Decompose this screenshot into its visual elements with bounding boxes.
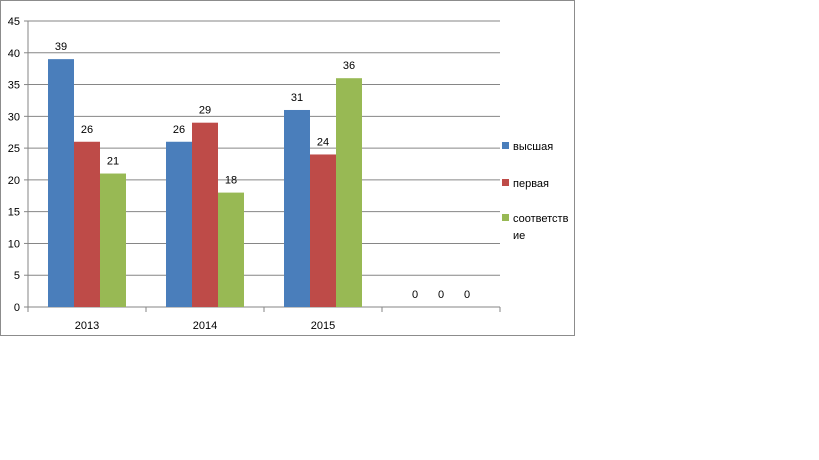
y-tick-label: 30: [8, 111, 20, 123]
legend-swatch: [502, 214, 509, 221]
data-label: 26: [173, 124, 185, 136]
legend-label: ие: [513, 230, 525, 242]
x-tick-label: 2014: [193, 320, 217, 332]
legend-label: высшая: [513, 141, 553, 153]
y-tick-label: 15: [8, 207, 20, 219]
data-label: 21: [107, 156, 119, 168]
data-label: 18: [225, 175, 237, 187]
x-tick-label: 2015: [311, 320, 335, 332]
legend-swatch: [502, 179, 509, 186]
bar: [74, 141, 100, 307]
bar: [192, 122, 218, 307]
y-tick-label: 35: [8, 80, 20, 92]
data-label: 31: [291, 92, 303, 104]
y-tick-label: 25: [8, 143, 20, 155]
y-tick-label: 10: [8, 238, 20, 250]
legend-swatch: [502, 142, 509, 149]
legend-label: первая: [513, 178, 549, 190]
data-label: 0: [438, 289, 444, 301]
bar: [218, 192, 244, 307]
bar: [166, 141, 192, 307]
bar: [284, 109, 310, 307]
bar: [100, 173, 126, 307]
y-tick-label: 5: [14, 270, 20, 282]
bar: [336, 78, 362, 307]
data-label: 29: [199, 105, 211, 117]
data-label: 36: [343, 60, 355, 72]
y-tick-label: 20: [8, 175, 20, 187]
x-tick-label: 2013: [75, 320, 99, 332]
y-tick-label: 0: [14, 302, 20, 314]
y-tick-label: 40: [8, 48, 20, 60]
legend-label: соответств: [513, 213, 569, 225]
y-tick-label: 45: [8, 16, 20, 28]
data-label: 39: [55, 41, 67, 53]
data-label: 26: [81, 124, 93, 136]
bar: [48, 59, 74, 308]
data-label: 0: [412, 289, 418, 301]
bar: [310, 154, 336, 307]
data-label: 24: [317, 136, 329, 148]
data-label: 0: [464, 289, 470, 301]
